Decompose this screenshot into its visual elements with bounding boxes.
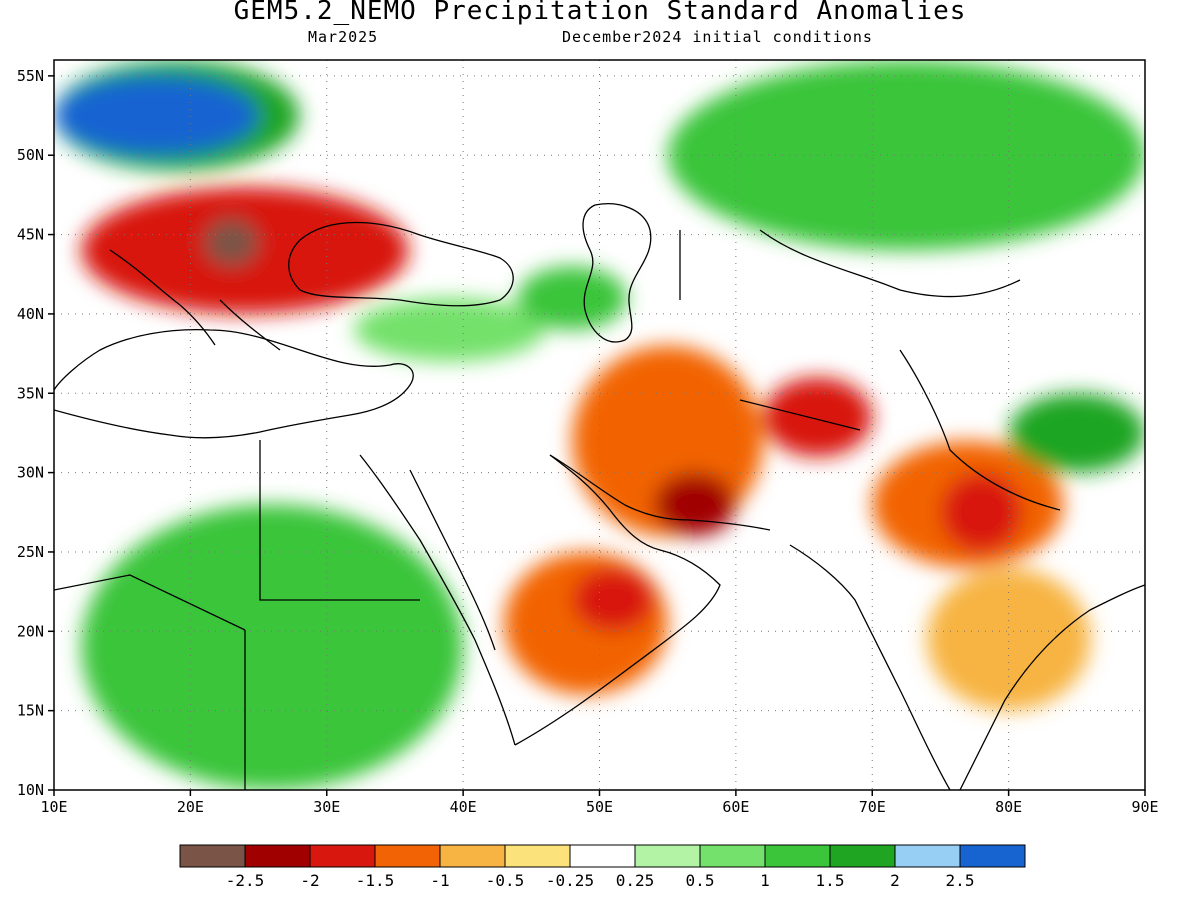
colorbar-swatch [309,844,376,868]
anomaly-region [54,75,259,156]
colorbar-swatch [244,844,311,868]
black-sea-coast [288,221,514,307]
anomaly-region [940,472,1023,552]
colorbar-label: 0.5 [686,871,715,890]
anomaly-fields [54,60,1145,790]
anomaly-region [1008,393,1145,473]
mediterranean-coast [54,329,414,439]
forecast-month: Mar2025 [308,28,379,46]
colorbar-label: -0.5 [486,871,525,890]
x-tick-label: 30E [313,798,340,816]
colorbar-label: -0.25 [546,871,594,890]
y-tick-label: 15N [17,702,44,720]
initial-conditions: December2024 initial conditions [562,28,873,46]
y-tick-label: 30N [17,464,44,482]
x-tick-label: 20E [177,798,204,816]
colorbar-swatch [764,844,831,868]
axes: 10E 20E 30E 40E 50E 60E 70E 80E 90E 55N 50N 45N 40N 3… [17,67,1159,816]
colorbar-swatch [894,844,961,868]
colorbar-label: 2 [890,871,900,890]
colorbar-swatch [634,844,701,868]
colorbar-label: -1 [430,871,449,890]
colorbar-swatch [959,844,1026,868]
y-tick-label: 10N [17,781,44,799]
y-tick-label: 35N [17,384,44,402]
anomaly-region [517,266,627,330]
anomaly-region [667,60,1145,251]
x-tick-label: 40E [450,798,477,816]
graticule [54,60,1145,790]
map-title: GEM5.2_NEMO Precipitation Standard Anoma… [233,0,967,26]
coastlines [54,203,1145,790]
anomaly-region [763,377,873,457]
map-area [54,60,1145,790]
anomaly-region [654,472,736,537]
colorbar-label: 1 [760,871,770,890]
east-africa-border [54,440,420,790]
colorbar-swatch [569,844,636,868]
colorbar-swatch [699,844,766,868]
anomaly-region [354,298,545,362]
x-tick-label: 90E [1131,798,1158,816]
colorbar-label: -2.5 [226,871,265,890]
anomaly-region [204,218,259,267]
india-coast [789,544,1145,790]
y-tick-label: 25N [17,543,44,561]
colorbar-label: -1.5 [356,871,395,890]
colorbar-label: -2 [300,871,319,890]
anomaly-region [572,567,655,632]
y-tick-label: 50N [17,146,44,164]
colorbar-label: 2.5 [946,871,975,890]
y-tick-label: 20N [17,622,44,640]
colorbar-swatch [829,844,896,868]
x-tick-label: 50E [586,798,613,816]
colorbar-swatch [439,844,506,868]
anomaly-region [81,504,464,790]
anomaly-region [926,567,1091,711]
x-tick-label: 70E [859,798,886,816]
y-tick-label: 40N [17,305,44,323]
colorbar-swatch [504,844,571,868]
colorbar-label: 0.25 [616,871,655,890]
caspian-coast [582,203,652,343]
x-tick-label: 10E [40,798,67,816]
x-tick-label: 60E [722,798,749,816]
y-tick-label: 45N [17,226,44,244]
colorbar-swatch [374,844,441,868]
red-sea-coast [359,454,516,746]
x-tick-label: 80E [995,798,1022,816]
arabian-peninsula-coast [514,454,721,746]
y-tick-label: 55N [17,67,44,85]
balkan-coast [109,249,281,351]
colorbar: -2.5 -2 -1.5 -1 -0.5 -0.25 0.25 0.5 1 1.5 2 2.5 [179,844,1026,890]
anomaly-region [504,551,668,695]
colorbar-swatch [179,844,246,868]
colorbar-label: 1.5 [816,871,845,890]
central-asia-borders [679,229,1061,511]
persian-gulf-coast [549,454,771,531]
